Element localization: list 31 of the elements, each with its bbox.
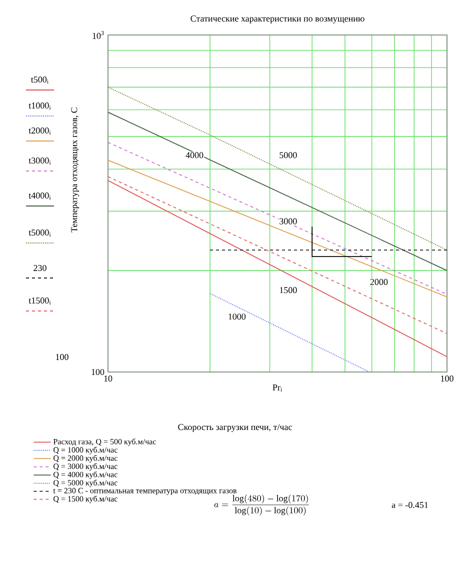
text: 100 [56, 354, 68, 360]
y-tick-label: 10$^{3}$ [92, 31, 104, 39]
text: t3000$_{i}$ [28, 157, 51, 164]
text: t500$_{i}$ [31, 76, 48, 84]
annotation: 5000 [280, 152, 297, 158]
text: t5000$_{i}$ [28, 229, 51, 236]
y-axis-title: Температура отходящих газов, С [71, 108, 80, 232]
text: t2000$_{i}$ [28, 127, 51, 134]
legend-label: Q = 4000 куб.м/час [54, 471, 118, 479]
text: $a = \frac{\log(480) - \log(170)}{\log(10) - \log(100)}$ [214, 494, 309, 516]
annotation: 3000 [280, 218, 297, 224]
annotation: 1000 [228, 314, 246, 320]
chart-title: Статические характеристики по возмущению [190, 16, 364, 24]
x-axis-title: Pr$_{i}$ [272, 384, 282, 392]
annotation: 2000 [370, 278, 388, 286]
x-tick-label: 10 [104, 376, 112, 382]
legend-label: Расход газа, Q = 500 куб.м/час [53, 438, 156, 446]
text: a = -0.451 [392, 502, 428, 508]
text: 230 [34, 264, 46, 272]
legend-label: Q = 5000 куб.м/час [54, 480, 118, 488]
annotation: 1500 [280, 287, 297, 294]
legend-label: Q = 3000 куб.м/час [54, 463, 118, 471]
text: Скорость загрузки печи, т/час [178, 424, 292, 432]
legend-label: Q = 1000 куб.м/час [54, 446, 118, 454]
text: t1000$_{i}$ [28, 102, 51, 110]
text: t4000$_{i}$ [28, 192, 51, 200]
legend-label: Q = 2000 куб.м/час [54, 454, 118, 462]
text: t1500$_{i}$ [28, 297, 51, 304]
legend-label: Q = 1500 куб.м/час [54, 496, 118, 504]
legend-label: t = 230 C - оптимальная температура отходящих газов [53, 488, 237, 495]
annotation: 4000 [186, 152, 204, 158]
